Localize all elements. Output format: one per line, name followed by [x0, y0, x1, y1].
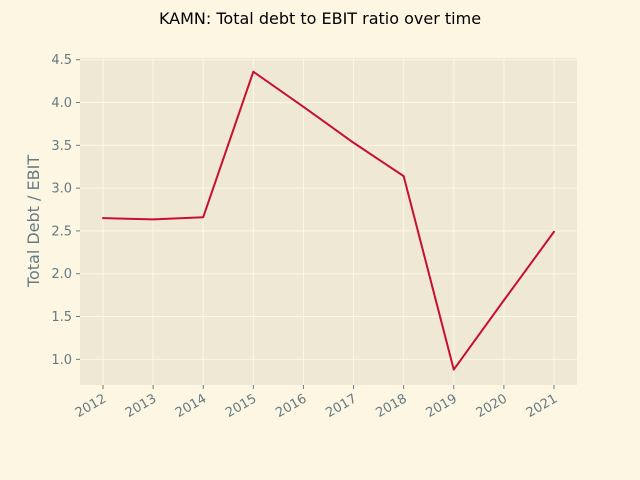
series-group [102, 70, 555, 371]
chart-title: KAMN: Total debt to EBIT ratio over time [159, 9, 481, 28]
plot-area [80, 58, 577, 385]
y-tick-label: 1.0 [51, 353, 72, 368]
y-tick-label: 3.0 [51, 182, 72, 197]
y-axis-label: Total Debt / EBIT [24, 155, 43, 288]
y-tick-label: 3.5 [51, 139, 72, 154]
y-tick-label: 4.0 [51, 96, 72, 111]
y-tick-label: 1.5 [51, 310, 72, 325]
y-tick-label: 2.0 [51, 267, 72, 282]
y-tick-label: 4.5 [51, 53, 72, 68]
y-axis: 1.0 1.5 2.0 2.5 3.0 3.5 4.0 4.5 [51, 53, 80, 368]
gridlines [80, 58, 577, 385]
series-line [102, 70, 555, 371]
y-tick-label: 2.5 [51, 224, 72, 239]
